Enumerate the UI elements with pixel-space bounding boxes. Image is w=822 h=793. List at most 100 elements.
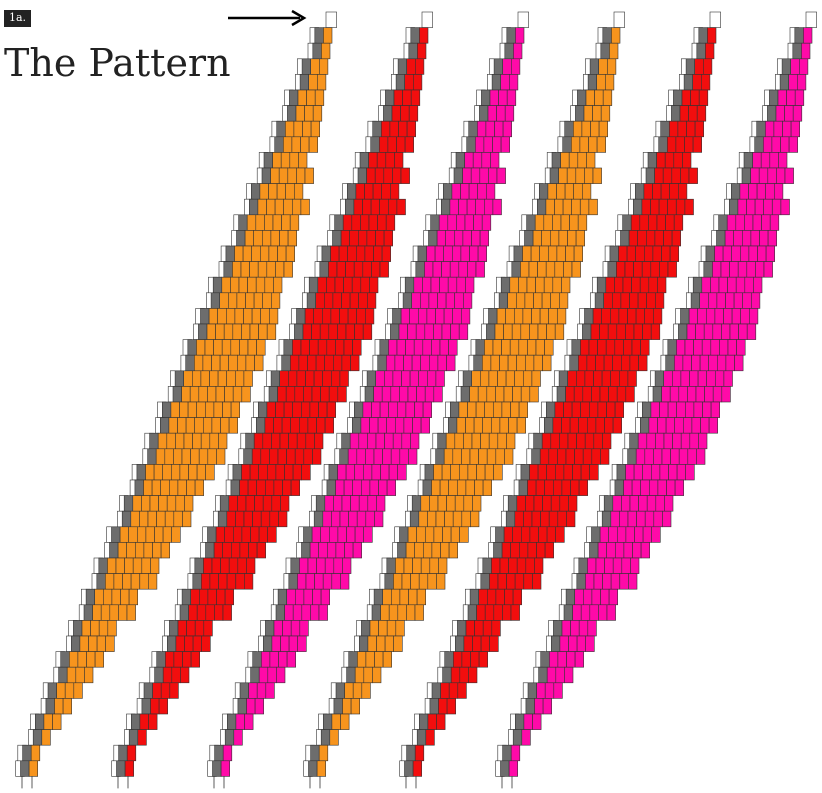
bead-color <box>194 417 204 434</box>
bead-color <box>180 666 190 684</box>
bead-color <box>399 386 409 403</box>
bead-color <box>420 417 431 434</box>
bead-color <box>762 136 773 153</box>
bead-gray <box>174 370 185 387</box>
bead-color <box>638 495 648 512</box>
bead-color <box>335 542 345 559</box>
bead-color <box>527 479 537 496</box>
bead-color <box>682 354 692 372</box>
bead-color <box>619 510 629 528</box>
bead-gray <box>172 386 182 403</box>
bead-color <box>490 354 500 372</box>
bead-color <box>405 542 416 559</box>
bead-color <box>567 370 577 387</box>
bead-color <box>477 183 487 200</box>
bead-color <box>780 198 790 216</box>
bead-color <box>379 198 389 216</box>
bead-color <box>297 635 307 652</box>
bead-color <box>160 542 171 559</box>
bead-color <box>677 120 687 138</box>
bead-color <box>349 230 359 247</box>
bead-color <box>238 276 248 294</box>
bead-color <box>657 276 667 294</box>
bead-color <box>648 276 658 294</box>
bead-color <box>396 198 406 216</box>
bead-color <box>718 276 728 294</box>
bead-color <box>420 354 430 372</box>
bead-color <box>560 214 570 231</box>
bead-gray <box>96 573 106 590</box>
bead-color <box>169 479 179 496</box>
bead-color <box>309 339 319 356</box>
bead-color <box>624 261 634 278</box>
bead-color <box>535 339 545 356</box>
bead-color <box>609 308 620 325</box>
bead-color <box>485 183 496 200</box>
bead-color <box>337 386 347 403</box>
bead-color <box>482 620 493 637</box>
bead-color <box>510 542 520 559</box>
bead-color <box>353 261 364 278</box>
bead-gray <box>616 464 626 481</box>
bead-color <box>443 448 454 465</box>
bead-color <box>177 417 187 434</box>
bead-color <box>599 526 609 543</box>
bead-color <box>684 339 694 356</box>
strip-6 <box>495 11 817 789</box>
bead-color <box>461 651 471 668</box>
bead-color <box>320 386 330 403</box>
bead-color <box>646 495 657 512</box>
bead-color <box>435 308 445 325</box>
bead-color <box>448 479 458 496</box>
bead-color <box>662 167 673 184</box>
bead-color <box>375 230 385 247</box>
bead-color <box>478 448 488 465</box>
bead-gray <box>160 417 170 434</box>
bead-color <box>411 292 421 309</box>
bead-gray <box>609 245 619 262</box>
bead-color <box>586 354 596 372</box>
bead-gray <box>339 448 349 465</box>
bead-gray <box>238 214 248 231</box>
bead-color <box>688 105 698 122</box>
bead-color <box>721 386 731 403</box>
bead-color <box>395 557 405 574</box>
bead-color <box>545 198 555 216</box>
bead-color <box>392 370 402 387</box>
bead-color <box>269 651 279 668</box>
bead-color <box>186 620 196 637</box>
bead-color <box>673 152 683 169</box>
bead-gray <box>301 542 311 559</box>
bead-color <box>420 557 431 574</box>
bead-color <box>298 354 308 372</box>
bead-color <box>576 432 586 450</box>
bead-color <box>262 432 272 450</box>
bead-gray <box>346 666 356 684</box>
bead-color <box>561 620 571 637</box>
bead-color <box>339 510 349 528</box>
bead-color <box>536 682 546 699</box>
bead-color <box>419 27 429 44</box>
bead-gray <box>584 308 594 325</box>
bead-color <box>339 308 349 325</box>
bead-gray <box>275 604 285 621</box>
bead-color <box>184 495 194 512</box>
bead-color <box>633 323 643 340</box>
bead-color <box>572 464 582 481</box>
bead-white <box>805 11 817 28</box>
bead-color <box>286 448 296 465</box>
bead-gray <box>326 479 336 496</box>
bead-gray <box>250 666 260 684</box>
bead-color <box>738 323 748 340</box>
bead-color <box>769 214 780 231</box>
bead-color <box>94 588 104 606</box>
bead-color <box>432 261 442 278</box>
bead-color <box>226 370 236 387</box>
bead-color <box>175 495 185 512</box>
bead-color <box>287 167 297 184</box>
bead-color <box>273 620 283 637</box>
bead-color <box>694 58 704 75</box>
bead-color <box>215 323 225 340</box>
bead-color <box>310 604 320 621</box>
bead-gray <box>310 744 320 762</box>
